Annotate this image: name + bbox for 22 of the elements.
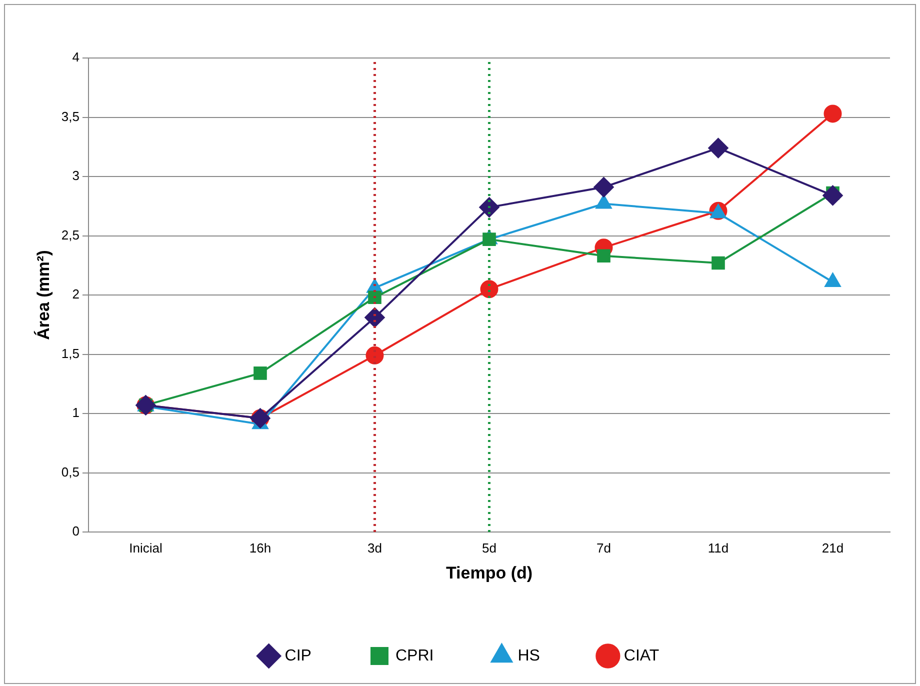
legend-label: CIAT bbox=[624, 647, 660, 664]
y-tick-label: 1 bbox=[72, 405, 80, 420]
y-tick-label: 2 bbox=[72, 286, 80, 302]
y-tick-label: 2,5 bbox=[61, 227, 80, 242]
legend-label: CPRI bbox=[395, 647, 434, 664]
y-tick-label: 0 bbox=[72, 524, 80, 539]
x-axis-title: Tiempo (d) bbox=[446, 563, 533, 582]
y-axis-title: Área (mm²) bbox=[32, 250, 53, 340]
x-tick-label: 3d bbox=[367, 540, 382, 556]
y-tick-label: 3,5 bbox=[61, 108, 80, 124]
x-tick-label: 5d bbox=[482, 540, 496, 556]
x-tick-label: 16h bbox=[249, 540, 272, 556]
legend-label: CIP bbox=[284, 647, 312, 664]
x-tick-label: 7d bbox=[596, 540, 611, 556]
y-tick-label: 1,5 bbox=[61, 346, 80, 361]
y-tick-label: 4 bbox=[72, 50, 80, 65]
legend-label: HS bbox=[518, 647, 540, 664]
y-tick-label: 0,5 bbox=[61, 464, 80, 480]
y-tick-label: 3 bbox=[72, 168, 80, 184]
x-tick-label: 11d bbox=[708, 540, 729, 556]
x-tick-label: Inicial bbox=[129, 540, 162, 556]
x-tick-label: 21d bbox=[822, 540, 844, 556]
